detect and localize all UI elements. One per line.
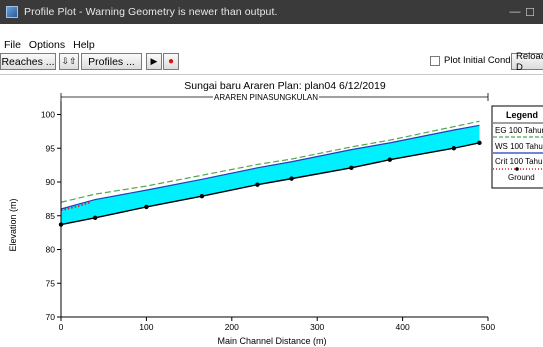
legend-eg: EG 100 Tahun — [495, 126, 543, 135]
checkbox-box[interactable] — [430, 55, 440, 66]
x-tick-label: 200 — [225, 322, 239, 332]
app-icon — [6, 6, 18, 18]
legend: Legend EG 100 Tahun WS 100 Tahun Crit 10… — [491, 105, 543, 189]
x-axis-label: Main Channel Distance (m) — [217, 336, 326, 346]
play-button[interactable]: ▶ — [146, 53, 162, 70]
menu-bar: File Options Help — [0, 38, 543, 52]
ground-point — [144, 204, 149, 210]
series-eg-line — [60, 120, 480, 203]
legend-ws: WS 100 Tahun — [495, 142, 543, 151]
maximize-button[interactable]: ☐ — [525, 6, 535, 19]
menu-options[interactable]: Options — [28, 39, 66, 51]
series-ground-line — [60, 142, 480, 226]
y-tick-label: 80 — [46, 245, 56, 255]
ground-point — [451, 146, 457, 151]
legend-ground: Ground — [508, 173, 535, 182]
y-tick-label: 100 — [41, 110, 55, 120]
water-fill — [61, 125, 480, 225]
menu-file[interactable]: File — [4, 39, 21, 51]
ground-point — [387, 157, 392, 162]
y-tick-label: 70 — [46, 312, 56, 322]
chart-title: Sungai baru Araren Plan: plan04 6/12/201… — [184, 80, 386, 92]
x-tick-label: 500 — [481, 322, 495, 332]
legend-crit: Crit 100 Tahun — [495, 157, 543, 166]
menu-help[interactable]: Help — [73, 39, 95, 51]
window-title: Profile Plot - Warning Geometry is newer… — [24, 6, 278, 18]
plot-initial-conditions-checkbox[interactable]: Plot Initial Conditions — [430, 55, 533, 66]
reach-bracket: ARAREN PINASUNGKULAN — [60, 92, 489, 102]
minimize-button[interactable]: — — [509, 6, 521, 18]
record-button[interactable]: ● — [163, 53, 179, 70]
ground-point — [92, 215, 98, 220]
ground-point — [255, 182, 260, 187]
legend-title: Legend — [506, 110, 538, 120]
y-tick-label: 85 — [46, 211, 56, 221]
x-tick-label: 100 — [139, 322, 153, 332]
series-crit-line — [60, 201, 92, 212]
reach-label: ARAREN PINASUNGKULAN — [214, 93, 318, 102]
ground-point — [349, 165, 354, 171]
up-down-button[interactable]: ⇩⇧ — [59, 53, 79, 70]
plot-initial-conditions-label: Plot Initial Conditions — [444, 55, 533, 66]
ground-point — [199, 193, 205, 199]
reaches-button[interactable]: Reaches ... — [0, 53, 56, 70]
reload-data-button[interactable]: Reload D — [511, 51, 543, 73]
y-tick-label: 75 — [46, 278, 56, 288]
toolbar: Reaches ... ⇩⇧ Profiles ... ▶ ● Plot Ini… — [0, 51, 543, 73]
y-axis-label: Elevation (m) — [8, 198, 18, 251]
ground-point — [477, 140, 482, 146]
profile-chart: Sungai baru Araren Plan: plan04 6/12/201… — [8, 80, 543, 346]
ground-point — [289, 176, 294, 181]
x-tick-label: 300 — [310, 322, 324, 332]
x-tick-label: 400 — [396, 322, 410, 332]
y-tick-label: 90 — [46, 177, 56, 187]
y-tick-label: 95 — [46, 143, 56, 153]
window-titlebar: Profile Plot - Warning Geometry is newer… — [0, 0, 543, 24]
x-tick-label: 0 — [59, 322, 64, 332]
plot-area: Sungai baru Araren Plan: plan04 6/12/201… — [0, 74, 543, 347]
series-ws-line — [60, 124, 480, 210]
profiles-button[interactable]: Profiles ... — [81, 53, 142, 70]
